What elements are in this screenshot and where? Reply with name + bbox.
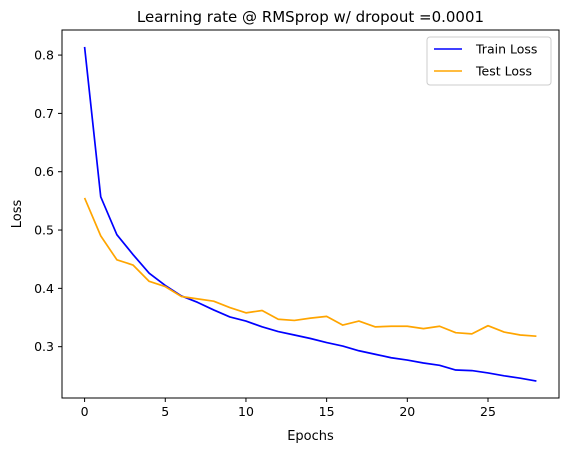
y-tick-label: 0.6 <box>34 164 54 179</box>
x-tick-label: 20 <box>399 404 415 419</box>
series-lines <box>83 46 537 382</box>
x-tick-label: 10 <box>238 404 254 419</box>
x-tick-label: 15 <box>319 404 335 419</box>
series-line-test-loss <box>83 197 537 338</box>
y-tick-label: 0.7 <box>34 106 54 121</box>
y-axis-ticks: 0.3 0.4 0.5 0.6 0.7 0.8 <box>34 48 62 354</box>
plot-area <box>62 30 559 398</box>
y-axis-label: Loss <box>10 200 25 229</box>
y-tick-label: 0.8 <box>34 48 54 63</box>
x-axis-label: Epochs <box>287 429 334 444</box>
y-tick-label: 0.3 <box>34 339 54 354</box>
x-tick-label: 25 <box>480 404 496 419</box>
series-line-train-loss <box>83 46 537 382</box>
plot-frame <box>61 29 560 399</box>
x-tick-label: 5 <box>161 404 169 419</box>
x-tick-label: 0 <box>81 404 89 419</box>
chart-title: Learning rate @ RMSprop w/ dropout =0.00… <box>137 8 484 26</box>
y-tick-label: 0.4 <box>34 281 54 296</box>
legend-label-test-loss: Test Loss <box>475 64 532 79</box>
legend: Train Loss Test Loss <box>426 36 552 86</box>
legend-label-train-loss: Train Loss <box>475 42 537 57</box>
x-axis-ticks: 0 5 10 15 20 25 <box>81 398 496 419</box>
y-tick-label: 0.5 <box>34 223 54 238</box>
